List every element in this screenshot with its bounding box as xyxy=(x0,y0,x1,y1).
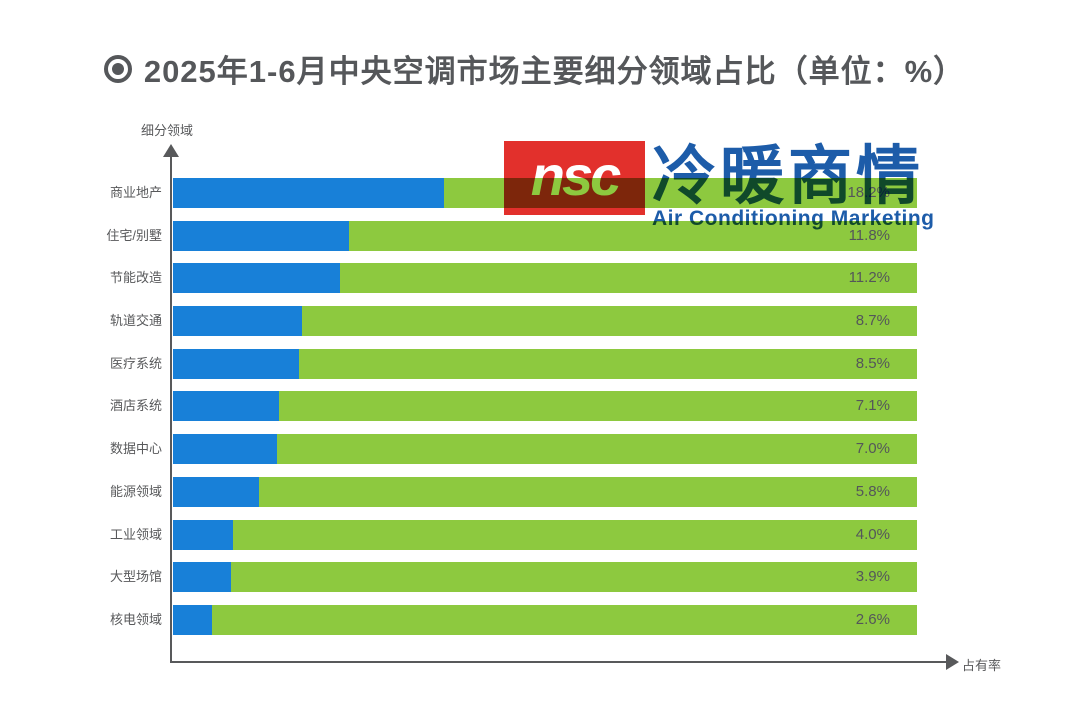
value-label: 4.0% xyxy=(855,525,890,543)
bar-track-green: 11.2% xyxy=(173,263,917,294)
x-axis-arrow-icon xyxy=(946,654,959,670)
y-axis-label: 细分领域 xyxy=(141,123,194,138)
value-label: 7.1% xyxy=(855,397,890,415)
category-label: 轨道交通 xyxy=(109,313,162,329)
bar-segment-blue xyxy=(173,306,303,337)
page-title: 2025年1-6月中央空调市场主要细分领域占比（单位：%） xyxy=(143,54,966,89)
category-label: 核电领域 xyxy=(109,611,162,627)
bar-segment-blue xyxy=(173,263,340,294)
bar-track-green: 2.6% xyxy=(173,604,917,635)
bar-track-green: 3.9% xyxy=(173,562,917,593)
value-label: 8.7% xyxy=(855,312,890,330)
target-icon-dot xyxy=(111,62,124,75)
page-title-row: 2025年1-6月中央空调市场主要细分领域占比（单位：%） xyxy=(0,46,1069,91)
x-axis-label: 占有率 xyxy=(962,658,1002,673)
bar-segment-blue xyxy=(173,562,232,593)
category-label: 医疗系统 xyxy=(109,355,162,371)
bar-row: 酒店系统 7.1% xyxy=(0,391,917,422)
bar-segment-blue xyxy=(173,434,278,465)
bar-rows: 商业地产 18.2% 住宅/别墅 11.8% 节能改造 11.2% 轨道交通 8.7% 医疗系统… xyxy=(0,178,917,635)
category-label: 能源领域 xyxy=(109,483,162,499)
bar-segment-blue xyxy=(173,220,349,251)
category-label: 节能改造 xyxy=(109,270,162,286)
bar-segment-blue xyxy=(173,519,233,550)
x-axis-line xyxy=(170,661,946,663)
bar-row: 医疗系统 8.5% xyxy=(0,348,917,379)
bar-track-green: 11.8% xyxy=(173,220,917,251)
category-label: 商业地产 xyxy=(109,185,162,200)
bar-row: 工业领域 4.0% xyxy=(0,519,917,550)
bar-row: 大型场馆 3.9% xyxy=(0,562,917,593)
target-icon xyxy=(103,54,132,83)
y-axis-line xyxy=(170,156,172,663)
value-label: 2.6% xyxy=(855,610,890,628)
y-axis-arrow-icon xyxy=(163,144,179,157)
bar-segment-blue xyxy=(173,178,444,208)
bar-row: 住宅/别墅 11.8% xyxy=(0,220,917,251)
value-label: 11.2% xyxy=(848,269,890,287)
value-label: 3.9% xyxy=(855,568,890,586)
bar-segment-blue xyxy=(173,391,279,422)
bar-row: 商业地产 18.2% xyxy=(0,178,917,208)
bar-row: 数据中心 7.0% xyxy=(0,434,917,465)
value-label: 7.0% xyxy=(855,440,890,458)
bar-row: 核电领域 2.6% xyxy=(0,604,917,635)
category-label: 工业领域 xyxy=(109,526,162,542)
category-label: 酒店系统 xyxy=(109,398,162,414)
bar-segment-blue xyxy=(173,476,260,507)
bar-segment-blue xyxy=(173,604,212,635)
bar-segment-blue xyxy=(173,348,300,379)
bar-row: 轨道交通 8.7% xyxy=(0,306,917,337)
bar-track-green: 7.1% xyxy=(173,391,917,422)
value-label: 5.8% xyxy=(855,482,890,500)
category-label: 大型场馆 xyxy=(109,569,162,585)
bar-track-green: 18.2% xyxy=(173,178,917,208)
category-label: 住宅/别墅 xyxy=(106,227,162,243)
value-label: 18.2% xyxy=(847,184,890,201)
bar-track-green: 8.7% xyxy=(173,306,917,337)
bar-row: 节能改造 11.2% xyxy=(0,263,917,294)
bar-track-green: 5.8% xyxy=(173,476,917,507)
category-label: 数据中心 xyxy=(109,441,162,457)
value-label: 11.8% xyxy=(848,226,890,244)
bar-track-green: 4.0% xyxy=(173,519,917,550)
bar-row: 能源领域 5.8% xyxy=(0,476,917,507)
bar-track-green: 7.0% xyxy=(173,434,917,465)
value-label: 8.5% xyxy=(855,354,890,372)
bar-track-green: 8.5% xyxy=(173,348,917,379)
